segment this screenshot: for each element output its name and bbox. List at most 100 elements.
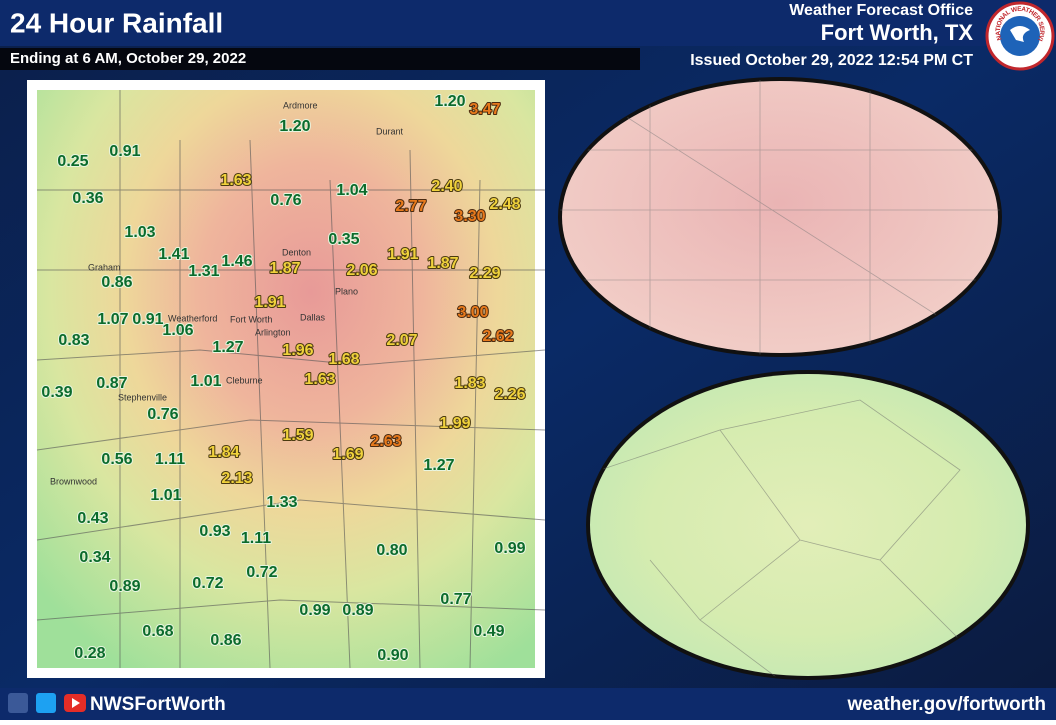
rainfall-amount: 1.31 (188, 263, 219, 280)
rainfall-amount: 1.04 (336, 182, 367, 199)
rainfall-amount: 1.84 (208, 444, 239, 461)
rainfall-amount: 0.91 (109, 143, 140, 160)
rainfall-amount: 1.11 (155, 451, 185, 468)
rainfall-amount: 2.29 (469, 265, 500, 282)
social-handle[interactable]: NWSFortWorth (90, 694, 226, 715)
location: Fort Worth, TX (821, 20, 974, 45)
city-name: Denton (282, 247, 311, 257)
city-name: Arlington (255, 327, 291, 337)
rainfall-amount: 1.87 (427, 255, 458, 272)
rainfall-amount: 0.99 (494, 540, 525, 557)
rainfall-amount: 0.28 (74, 645, 105, 662)
rainfall-amount: 0.34 (79, 549, 110, 566)
rainfall-amount: 1.03 (124, 224, 155, 241)
rainfall-amount: 3.47 (469, 101, 500, 118)
youtube-play (72, 698, 80, 708)
rainfall-amount: 0.83 (58, 332, 89, 349)
rainfall-amount: 1.59 (282, 427, 313, 444)
rainfall-amount: 0.86 (210, 632, 241, 649)
rainfall-amount: 0.89 (342, 602, 373, 619)
rainfall-amount: 0.49 (473, 623, 504, 640)
rainfall-amount: 0.80 (376, 542, 407, 559)
rainfall-amount: 0.86 (101, 274, 132, 291)
subtitle-bar (0, 48, 640, 70)
rainfall-amount: 1.46 (221, 253, 252, 270)
subtitle: Ending at 6 AM, October 29, 2022 (10, 50, 246, 67)
rainfall-amount: 2.77 (395, 198, 426, 215)
rainfall-amount: 2.13 (221, 470, 252, 487)
metro-roads (560, 80, 1000, 355)
rainfall-amount: 0.36 (72, 190, 103, 207)
rainfall-amount: 0.68 (142, 623, 173, 640)
city-name: Plano (335, 286, 358, 296)
rainfall-amount: 1.83 (454, 375, 485, 392)
rainfall-amount: 0.76 (270, 192, 301, 209)
rainfall-amount: 0.89 (109, 578, 140, 595)
rainfall-amount: 2.06 (346, 262, 377, 279)
city-name: Durant (376, 126, 404, 136)
rainfall-amount: 1.91 (254, 294, 285, 311)
rainfall-amount: 0.93 (199, 523, 230, 540)
rainfall-amount: 1.06 (162, 322, 193, 339)
city-name: Ardmore (283, 100, 318, 110)
rainfall-amount: 2.07 (386, 332, 417, 349)
city-name: Cleburne (226, 375, 263, 385)
rainfall-amount: 1.20 (279, 118, 310, 135)
central-inset (590, 374, 1026, 676)
rainfall-amount: 0.90 (377, 647, 408, 664)
rainfall-amount: 1.20 (434, 93, 465, 110)
rainfall-amount: 1.63 (220, 172, 251, 189)
facebook-icon[interactable] (8, 693, 28, 713)
rainfall-amount: 1.68 (328, 351, 359, 368)
rainfall-amount: 3.30 (454, 208, 485, 225)
website[interactable]: weather.gov/fortworth (847, 694, 1046, 715)
rainfall-amount: 0.39 (41, 384, 72, 401)
county-lines (36, 90, 546, 669)
city-name: Dallas (300, 312, 326, 322)
rainfall-amount: 1.96 (282, 342, 313, 359)
rainfall-amount: 0.72 (192, 575, 223, 592)
rainfall-amount: 2.48 (489, 196, 520, 213)
city-name: Stephenville (118, 392, 167, 402)
rainfall-amount: 0.99 (299, 602, 330, 619)
rainfall-amount: 1.91 (387, 246, 418, 263)
city-name: Graham (88, 262, 121, 272)
rainfall-amount: 1.27 (423, 457, 454, 474)
rainfall-amount: 1.33 (266, 494, 297, 511)
rainfall-amount: 1.87 (269, 260, 300, 277)
rainfall-amount: 0.76 (147, 406, 178, 423)
rainfall-amount: 0.91 (132, 311, 163, 328)
rainfall-amount: 2.40 (431, 178, 462, 195)
rainfall-amount: 0.43 (77, 510, 108, 527)
rainfall-amount: 2.63 (370, 433, 401, 450)
rainfall-amount: 2.62 (482, 328, 513, 345)
header-bar (0, 0, 1056, 46)
rainfall-amount: 0.35 (328, 231, 359, 248)
rainfall-amount: 1.99 (439, 415, 470, 432)
rainfall-amount: 0.56 (101, 451, 132, 468)
rainfall-amount: 1.01 (150, 487, 181, 504)
rainfall-amount: 0.25 (57, 153, 88, 170)
rainfall-amount: 0.77 (440, 591, 471, 608)
issued: Issued October 29, 2022 12:54 PM CT (690, 52, 973, 69)
twitter-icon[interactable] (36, 693, 56, 713)
rainfall-amount: 1.63 (304, 371, 335, 388)
rainfall-amount: 0.87 (96, 375, 127, 392)
rainfall-amount: 0.72 (246, 564, 277, 581)
main-map-labels: Denton Dallas Fort Worth Arlington Weatherfo… (40, 92, 526, 665)
rainfall-amount: 1.11 (241, 530, 271, 547)
title: 24 Hour Rainfall (10, 7, 223, 38)
city-name: Weatherford (168, 313, 217, 323)
city-name: Brownwood (50, 476, 97, 486)
rainfall-amount: 1.69 (332, 446, 363, 463)
rainfall-amount: 2.26 (494, 386, 525, 403)
footer-bar (0, 688, 1056, 720)
rainfall-amount: 1.01 (190, 373, 221, 390)
rainfall-amount: 1.27 (212, 339, 243, 356)
office: Weather Forecast Office (789, 2, 973, 19)
rainfall-amount: 1.41 (158, 246, 189, 263)
rainfall-amount: 3.00 (457, 304, 488, 321)
central-county-lines (599, 399, 961, 678)
